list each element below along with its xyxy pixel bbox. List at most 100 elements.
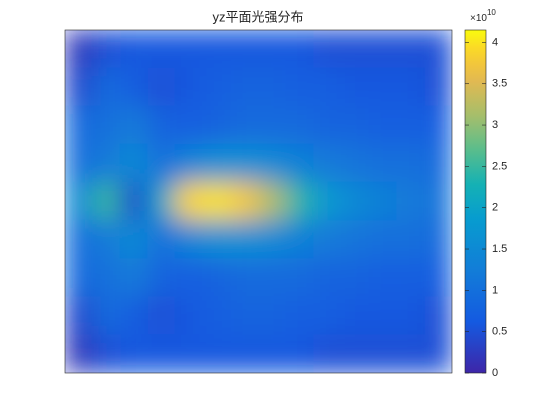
heatmap-cell [368, 334, 398, 373]
colorbar-tick-label: 3 [492, 119, 498, 131]
heatmap-cell [175, 258, 204, 298]
heatmap-cell [258, 181, 287, 222]
heatmap-cell [340, 220, 370, 260]
heatmap-cell [285, 105, 315, 145]
heatmap-cell [340, 30, 370, 69]
colorbar-tick-label: 1 [492, 284, 498, 296]
heatmap-cell [258, 220, 287, 260]
heatmap-cell [147, 143, 177, 183]
heatmap-cell [65, 181, 94, 222]
heatmap-cell [396, 296, 425, 336]
heatmap-cell [202, 296, 232, 336]
heatmap-field [65, 30, 452, 373]
heatmap-cell [396, 220, 425, 260]
heatmap-cell [119, 334, 149, 373]
heatmap-cell [147, 30, 177, 69]
heatmap-cell [119, 296, 149, 336]
heatmap-cell [340, 296, 370, 336]
heatmap-cell [65, 105, 94, 145]
heatmap-cell [92, 334, 121, 373]
colorbar-tick-label: 1.5 [492, 243, 507, 255]
heatmap-cell [313, 258, 342, 298]
heatmap-cell [65, 220, 94, 260]
colorbar-tick-label: 2.5 [492, 160, 507, 172]
heatmap-cell [313, 30, 342, 69]
heatmap-cell [285, 220, 315, 260]
heatmap-cell [258, 30, 287, 69]
heatmap-cell [258, 334, 287, 373]
heatmap-cell [423, 105, 452, 145]
heatmap-cell [396, 334, 425, 373]
heatmap-cell [396, 67, 425, 107]
exponent-power: 10 [487, 8, 496, 17]
heatmap-cell [65, 334, 94, 373]
colorbar-tick-label: 4 [492, 36, 498, 48]
heatmap-cell [396, 30, 425, 69]
heatmap-cell [230, 143, 259, 183]
heatmap-cell [230, 181, 259, 222]
heatmap-cell [423, 143, 452, 183]
heatmap-cell [285, 258, 315, 298]
heatmap-cell [147, 334, 177, 373]
heatmap-cell [202, 105, 232, 145]
heatmap-cell [396, 258, 425, 298]
heatmap-cell [65, 143, 94, 183]
heatmap-cell [258, 67, 287, 107]
heatmap-cell [92, 181, 121, 222]
heatmap-cell [65, 296, 94, 336]
heatmap-cell [230, 334, 259, 373]
heatmap-cell [423, 296, 452, 336]
heatmap-cell [230, 296, 259, 336]
heatmap-cell [92, 67, 121, 107]
heatmap-cell [368, 67, 398, 107]
heatmap-cell [230, 105, 259, 145]
heatmap-cell [258, 296, 287, 336]
heatmap-cell [175, 181, 204, 222]
heatmap-cell [313, 143, 342, 183]
heatmap-cell [175, 296, 204, 336]
heatmap-cell [368, 296, 398, 336]
heatmap-cell [396, 105, 425, 145]
heatmap-cell [340, 334, 370, 373]
heatmap-cell [175, 67, 204, 107]
heatmap-cell [202, 30, 232, 69]
heatmap-cell [340, 258, 370, 298]
heatmap-cell [119, 258, 149, 298]
heatmap-cell [147, 258, 177, 298]
heatmap-cell [313, 67, 342, 107]
colorbar-tick-label: 0.5 [492, 326, 507, 338]
heatmap-cell [175, 105, 204, 145]
heatmap-cell [92, 296, 121, 336]
heatmap-cell [147, 296, 177, 336]
heatmap-cell [368, 220, 398, 260]
heatmap-cell [423, 67, 452, 107]
heatmap-cell [202, 220, 232, 260]
heatmap-cell [285, 67, 315, 107]
heatmap-cell [313, 334, 342, 373]
heatmap-cell [202, 181, 232, 222]
colorbar-tick-label: 0 [492, 367, 498, 379]
colorbar-tick-label: 2 [492, 202, 498, 214]
heatmap-cell [285, 30, 315, 69]
colorbar-exponent: ×1010 [470, 8, 496, 24]
heatmap-cell [202, 334, 232, 373]
heatmap-cell [230, 67, 259, 107]
heatmap-cell [423, 258, 452, 298]
heatmap-cell [65, 258, 94, 298]
heatmap-cell [92, 143, 121, 183]
heatmap-cells [65, 30, 452, 373]
heatmap-cell [313, 105, 342, 145]
heatmap-cell [285, 296, 315, 336]
heatmap-cell [202, 258, 232, 298]
heatmap-cell [340, 105, 370, 145]
heatmap-cell [313, 296, 342, 336]
heatmap-cell [119, 181, 149, 222]
heatmap-cell [340, 143, 370, 183]
heatmap-cell [313, 220, 342, 260]
heatmap-cell [65, 30, 94, 69]
heatmap-cell [119, 220, 149, 260]
heatmap-cell [258, 143, 287, 183]
heatmap-cell [230, 220, 259, 260]
heatmap-cell [423, 30, 452, 69]
heatmap-cell [230, 258, 259, 298]
